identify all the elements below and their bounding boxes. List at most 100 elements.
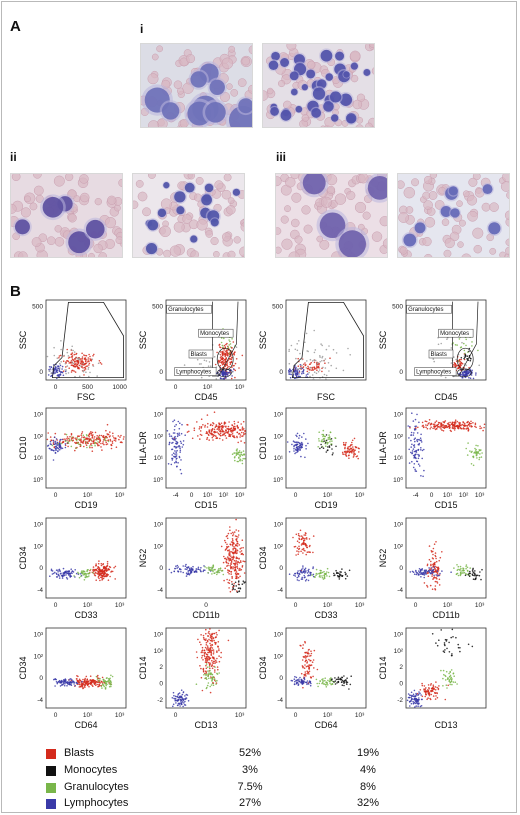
event-dot-debris [313,329,316,332]
event-dot-blasts [427,575,430,577]
event-dot-lymphocytes [174,450,176,452]
event-dot-lymphocytes [414,437,417,440]
event-dot-granulocytes [453,675,456,677]
event-dot-lymphocytes [293,441,296,443]
event-dot-lymphocytes [59,364,62,367]
event-dot-blasts [236,545,239,547]
event-dot-blasts [227,639,230,642]
event-dot-blasts [81,432,83,435]
event-dot-debris [319,355,321,357]
event-dot-lymphocytes [420,441,423,443]
event-dot-blasts [100,564,103,567]
event-dot-blasts [66,436,69,438]
event-dot-blasts [234,549,237,551]
event-dot-blasts [197,638,199,641]
event-dot-blasts [225,343,227,346]
event-dot-debris [215,378,218,380]
event-dot-blasts [209,634,212,637]
event-dot-blasts [200,434,203,437]
event-dot-granulocytes [207,572,209,574]
event-dot-lymphocytes [409,700,412,702]
event-dot-blasts [236,431,239,434]
event-dot-lymphocytes [177,434,179,436]
x-tick-label: -4 [413,492,419,499]
event-dot-blasts [115,438,117,440]
event-dot-blasts [80,441,83,443]
event-dot-blasts [222,353,224,356]
x-tick-label: 10³ [355,712,365,719]
event-dot-blasts [234,562,236,565]
event-dot-granulocytes [218,571,221,574]
event-dot-lymphocytes [294,575,297,577]
event-dot-monocytes [342,680,345,683]
event-dot-blasts [472,422,474,424]
event-dot-lymphocytes [174,425,176,428]
event-dot-lymphocytes [300,678,303,681]
event-dot-debris [73,351,76,353]
event-dot-lymphocytes [472,377,475,380]
event-dot-lymphocytes [170,435,173,438]
event-dot-lymphocytes [415,571,417,573]
event-dot-lymphocytes [417,703,420,705]
event-dot-blasts [91,437,93,439]
event-dot-blasts [208,431,211,434]
event-dot-granulocytes [322,429,325,432]
event-dot-granulocytes [442,677,444,680]
event-dot-blasts [225,354,228,356]
event-dot-blasts [232,567,234,570]
event-dot-lymphocytes [302,571,305,574]
event-dot-blasts [206,649,208,651]
y-tick-label: 10⁰ [273,476,283,484]
event-dot-lymphocytes [441,570,443,572]
legend-label: Lymphocytes [64,797,129,809]
event-dot-granulocytes [318,440,320,442]
event-dot-lymphocytes [180,442,183,445]
event-dot-blasts [237,441,239,444]
gate-label-box [198,328,234,338]
event-dot-blasts [316,367,318,369]
event-dot-lymphocytes [56,441,59,444]
event-dot-debris [85,371,87,374]
event-dot-monocytes [345,680,348,682]
event-dot-lymphocytes [420,568,422,571]
event-dot-blasts [304,664,306,666]
event-dot-blasts [75,352,78,355]
event-dot-lymphocytes [407,693,410,695]
event-dot-blasts [96,435,98,437]
event-dot-debris [298,340,300,342]
event-dot-granulocytes [217,569,219,571]
gate-label-box [406,304,452,314]
gate-label-box [174,367,217,376]
event-dot-blasts [54,432,57,435]
event-dot-monocytes [337,572,340,574]
event-dot-blasts [89,446,91,449]
event-dot-lymphocytes [61,577,64,579]
event-dot-lymphocytes [416,701,418,704]
event-dot-lymphocytes [172,441,174,444]
event-dot-debris [314,349,317,351]
event-dot-blasts [69,361,72,364]
event-dot-blasts [209,628,211,630]
event-dot-blasts [84,354,86,357]
event-dot-blasts [231,543,234,545]
event-dot-blasts [304,550,306,552]
event-dot-lymphocytes [410,446,413,448]
event-dot-monocytes [336,682,338,684]
event-dot-blasts [429,690,432,692]
event-dot-lymphocytes [55,569,58,571]
event-dot-lymphocytes [410,696,412,699]
event-dot-debris [327,362,330,364]
event-dot-blasts [439,425,441,428]
event-dot-granulocytes [208,673,210,676]
event-dot-blasts [304,652,307,654]
gate-label-granulocytes: Granulocytes [408,307,443,313]
event-dot-monocytes [466,358,468,360]
event-dot-monocytes [451,628,454,631]
event-dot-debris [65,369,68,371]
event-dot-granulocytes [205,678,208,680]
event-dot-blasts [432,423,435,426]
event-dot-granulocytes [321,575,323,577]
event-dot-blasts [436,582,439,584]
event-dot-blasts [226,351,228,354]
event-dot-blasts [204,651,206,654]
